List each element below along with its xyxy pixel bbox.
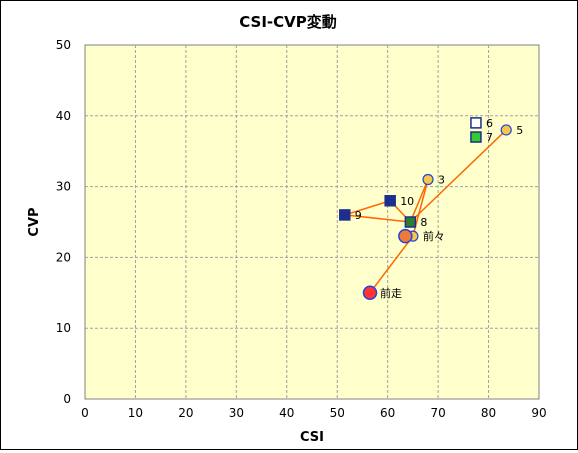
- point-label: 5: [516, 124, 523, 137]
- point-label: 前々: [423, 229, 445, 243]
- y-tick-label: 10: [56, 321, 71, 335]
- connector-segment: [344, 200, 391, 216]
- x-axis-title: CSI: [300, 430, 324, 445]
- x-tick-label: 50: [330, 406, 345, 420]
- y-tick-label: 40: [56, 109, 71, 123]
- x-tick-label: 20: [178, 406, 193, 420]
- x-tick-label: 0: [81, 406, 89, 420]
- square-point-marker: [470, 117, 482, 129]
- x-tick-label: 30: [229, 406, 244, 420]
- x-tick-label: 60: [380, 406, 395, 420]
- point-labels: 前走 前々 3 5 67 8 9 10: [355, 117, 523, 300]
- axes: 0 10 20 30 40 50 60 70 80 90 0 10 20 30 40 50: [56, 38, 547, 420]
- plot-area: [84, 44, 540, 400]
- y-tick-label: 30: [56, 180, 71, 194]
- x-tick-label: 10: [128, 406, 143, 420]
- point-label: 8: [420, 216, 427, 229]
- chart-title: CSI-CVP変動: [239, 13, 337, 31]
- circle-point-marker: [500, 124, 512, 136]
- y-tick-label: 50: [56, 38, 71, 52]
- x-tick-label: 70: [430, 406, 445, 420]
- point-label: 9: [355, 209, 362, 222]
- connector-segment: [409, 179, 429, 223]
- point-label: 10: [400, 195, 414, 208]
- connector-segment: [344, 214, 411, 223]
- circle-point-marker: [422, 173, 434, 186]
- x-tick-label: 40: [279, 406, 294, 420]
- connector-segment: [409, 129, 507, 223]
- square-point-marker: [470, 131, 482, 143]
- y-axis-title: CVP: [27, 207, 42, 236]
- connector-segment: [369, 235, 414, 294]
- point-label: 7: [486, 131, 493, 144]
- point-label: 6: [486, 117, 493, 130]
- y-tick-label: 0: [63, 392, 71, 406]
- x-tick-label: 90: [531, 406, 546, 420]
- square-point-marker: [404, 216, 417, 228]
- circle-point-marker: [362, 285, 378, 301]
- data-points: [339, 117, 512, 301]
- point-label: 3: [438, 174, 445, 187]
- x-tick-label: 80: [481, 406, 496, 420]
- circle-point-marker: [398, 228, 413, 244]
- y-tick-label: 20: [56, 250, 71, 264]
- point-label: 前走: [380, 286, 402, 300]
- square-point-marker: [384, 195, 396, 207]
- grid: [85, 45, 539, 399]
- square-point-marker: [339, 209, 351, 221]
